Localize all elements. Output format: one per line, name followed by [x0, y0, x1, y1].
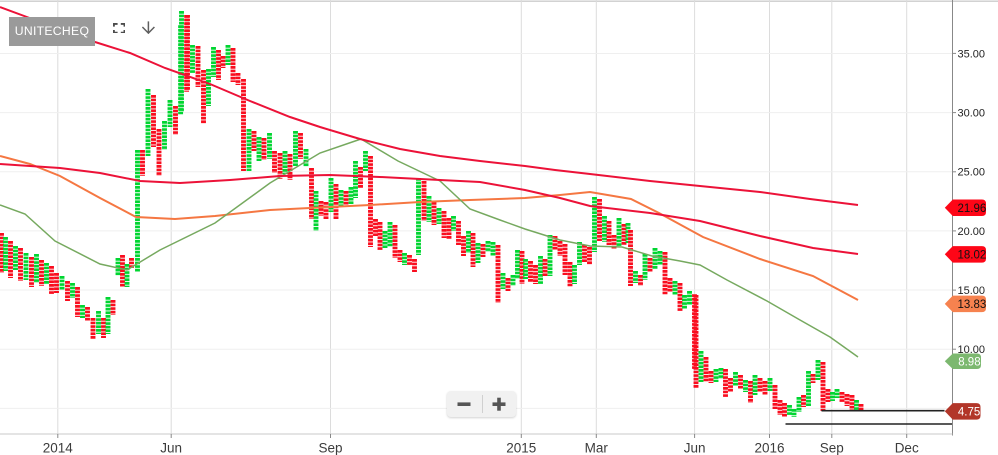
- svg-text:Sep: Sep: [318, 441, 342, 455]
- svg-text:8.98: 8.98: [958, 356, 980, 368]
- svg-text:2016: 2016: [754, 441, 784, 455]
- svg-text:25.00: 25.00: [958, 167, 986, 179]
- svg-text:Dec: Dec: [895, 441, 919, 455]
- svg-text:4.75: 4.75: [958, 406, 980, 418]
- svg-text:30.00: 30.00: [958, 108, 986, 120]
- svg-text:13.83: 13.83: [958, 299, 987, 311]
- svg-text:18.02: 18.02: [958, 249, 987, 261]
- svg-text:Jun: Jun: [684, 441, 706, 455]
- svg-text:Mar: Mar: [585, 441, 609, 455]
- svg-text:2015: 2015: [506, 441, 536, 455]
- svg-text:10.00: 10.00: [958, 344, 986, 356]
- svg-text:21.96: 21.96: [958, 203, 987, 215]
- svg-text:Sep: Sep: [820, 441, 844, 455]
- svg-text:15.00: 15.00: [958, 285, 986, 297]
- svg-text:35.00: 35.00: [958, 48, 986, 60]
- svg-text:20.00: 20.00: [958, 226, 986, 238]
- svg-text:2014: 2014: [43, 441, 74, 455]
- svg-text:Jun: Jun: [160, 441, 182, 455]
